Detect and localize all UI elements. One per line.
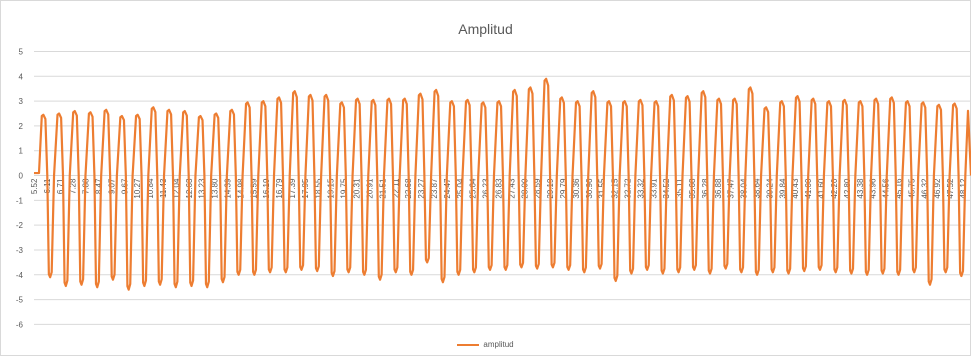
x-tick-label: 16.79 [275,178,284,199]
x-tick-label: 26.83 [495,178,504,199]
x-tick-label: 28.59 [533,178,542,199]
x-tick-label: 42.80 [843,178,852,199]
legend-label: amplitud [483,340,514,349]
x-tick-label: 10.27 [133,178,142,199]
x-tick-label: 33.91 [649,178,658,199]
x-tick-label: 10.84 [146,178,155,199]
x-tick-label: 48.12 [959,178,968,199]
x-tick-label: 39.84 [778,178,787,199]
y-tick-label: 3 [19,97,24,106]
x-tick-label: 45.16 [894,178,903,199]
x-tick-label: 30.96 [585,178,594,199]
x-tick-label: 14.98 [236,178,245,199]
x-tick-label: 20.31 [353,178,362,199]
series-line-amplitud [34,77,971,291]
x-tick-label: 36.88 [714,178,723,199]
x-tick-label: 19.75 [340,178,349,199]
y-tick-label: 4 [19,72,24,81]
x-tick-label: 13.23 [198,178,207,199]
x-tick-label: 25.04 [456,178,465,199]
x-tick-label: 9.67 [120,178,129,194]
x-tick-label: 31.55 [598,178,607,199]
x-tick-label: 32.15 [611,178,620,199]
x-tick-label: 12.04 [172,178,181,199]
x-tick-label: 17.39 [288,178,297,199]
x-tick-label: 5.52 [30,178,39,194]
x-tick-label: 46.92 [933,178,942,199]
y-tick-label: 5 [19,48,24,57]
x-tick-label: 29.79 [559,178,568,199]
y-tick-label: 2 [19,122,24,131]
x-tick-label: 30.36 [572,178,581,199]
x-tick-label: 14.39 [224,178,233,199]
x-tick-label: 43.96 [869,178,878,199]
x-tick-label: 26.23 [482,178,491,199]
x-tick-label: 27.43 [507,178,516,199]
x-tick-label: 33.32 [636,178,645,199]
x-tick-label: 15.59 [249,178,258,199]
x-tick-label: 35.11 [675,178,684,198]
x-tick-label: 37.47 [727,178,736,199]
x-tick-label: 7.28 [69,178,78,194]
x-tick-label: 22.11 [391,178,400,198]
y-tick-label: 1 [19,147,24,156]
x-tick-label: 25.64 [469,178,478,199]
x-tick-label: 40.43 [791,178,800,199]
x-tick-label: 8.47 [95,178,104,194]
chart-title: Amplitud [458,21,513,37]
y-tick-label: -5 [16,296,24,305]
legend-swatch [457,343,480,346]
x-tick-label: 42.20 [830,178,839,199]
y-tick-label: -6 [16,320,24,329]
x-tick-label: 20.91 [365,178,374,199]
x-tick-label: 23.87 [430,178,439,199]
x-tick-label: 47.52 [946,178,955,199]
x-tick-label: 18.55 [314,178,323,199]
x-tick-label: 46.32 [920,178,929,199]
y-tick-label: -1 [16,196,24,205]
x-tick-label: 9.07 [107,178,116,194]
x-tick-label: 41.60 [817,178,826,199]
y-tick-label: -3 [16,246,24,255]
x-tick-label: 36.28 [701,178,710,199]
legend: amplitud [1,340,970,349]
x-tick-label: 43.38 [856,178,865,199]
y-tick-label: -2 [16,221,24,230]
x-tick-label: 6.71 [56,178,65,194]
x-tick-label: 13.80 [211,178,220,199]
x-tick-label: 23.27 [417,178,426,199]
x-tick-label: 38.64 [753,178,762,199]
y-tick-label: 0 [19,172,24,181]
y-tick-label: -4 [16,271,24,280]
